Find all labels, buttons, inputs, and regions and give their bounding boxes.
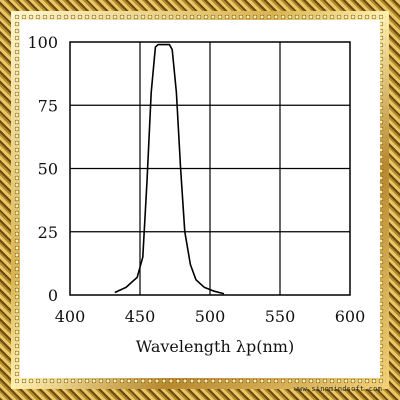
watermark-text: www.sinomindsoft.com	[293, 385, 382, 393]
x-tick-label: 450	[125, 307, 156, 326]
x-tick-label: 400	[55, 307, 86, 326]
y-tick-label: 75	[38, 96, 58, 115]
x-tick-label: 500	[195, 307, 226, 326]
chart-canvas	[20, 20, 380, 378]
spectrum-curve	[114, 43, 225, 295]
y-tick-label: 0	[48, 286, 58, 305]
y-tick-label: 50	[38, 160, 58, 179]
y-tick-label: 100	[27, 33, 58, 52]
y-tick-label: 25	[38, 223, 58, 242]
x-axis-label: Wavelength λp(nm)	[136, 337, 294, 356]
x-tick-label: 550	[265, 307, 296, 326]
x-tick-label: 600	[335, 307, 366, 326]
